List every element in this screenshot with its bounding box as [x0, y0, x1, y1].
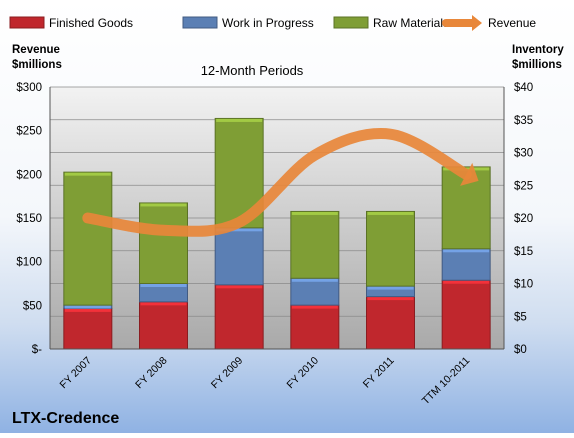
left-tick-label: $100	[16, 257, 42, 269]
bar-finished-goods	[441, 279, 491, 350]
bar-highlight	[64, 305, 111, 309]
left-tick-label: $50	[23, 300, 42, 312]
legend-label: Work in Progress	[222, 16, 314, 30]
bar-highlight	[216, 285, 263, 289]
legend-label: Raw Materials	[373, 16, 449, 30]
bar-highlight	[291, 278, 338, 282]
right-axis-label-line2: $millions	[512, 59, 562, 71]
bar-highlight	[291, 211, 338, 215]
bar-raw-materials	[290, 210, 340, 279]
bar-layer	[63, 117, 491, 350]
left-axis-label-line1: Revenue	[12, 44, 60, 56]
left-tick-label: $200	[16, 169, 42, 181]
right-tick-label: $15	[514, 246, 533, 258]
legend-item: Finished Goods	[9, 16, 133, 30]
bar-highlight	[367, 297, 414, 301]
legend-item: Raw Materials	[333, 16, 449, 30]
bar-highlight	[291, 305, 338, 309]
chart-title: 12-Month Periods	[201, 63, 304, 78]
revenue-line	[82, 128, 472, 237]
right-tick-label: $10	[514, 279, 533, 291]
right-tick-label: $40	[514, 82, 533, 94]
bar-finished-goods	[214, 284, 264, 350]
right-tick-label: $35	[514, 115, 533, 127]
bar-highlight	[216, 118, 263, 122]
legend: Finished Goods Work in Progress Raw Materi…	[9, 15, 536, 31]
bar-highlight	[140, 284, 187, 287]
line-layer	[82, 128, 479, 237]
revenue-arrowhead	[460, 162, 479, 186]
legend-label: Finished Goods	[49, 16, 133, 30]
bar-highlight	[443, 280, 490, 284]
bar-raw-materials	[63, 171, 113, 306]
bar-highlight	[64, 172, 111, 176]
bar-raw-materials	[139, 202, 188, 284]
bar-highlight	[64, 308, 111, 312]
legend-swatch-arrow	[472, 15, 482, 31]
bar-work-in-progress	[441, 248, 491, 281]
left-tick-label: $150	[16, 213, 42, 225]
right-tick-label: $0	[514, 344, 527, 356]
bar-highlight	[140, 302, 187, 306]
legend-item: Work in Progress	[182, 16, 314, 30]
bar-highlight	[367, 286, 414, 290]
bar-raw-materials	[366, 210, 415, 287]
bar-highlight	[367, 211, 414, 215]
bar-finished-goods	[63, 307, 113, 350]
bar-highlight	[443, 249, 490, 253]
bar-finished-goods	[366, 296, 415, 350]
legend-swatch	[182, 16, 218, 29]
bar-highlight	[140, 203, 187, 207]
bar-work-in-progress	[214, 227, 264, 286]
legend-swatch	[333, 16, 369, 29]
left-tick-label: $-	[32, 344, 42, 356]
left-tick-label: $300	[16, 82, 42, 94]
right-axis-label-line1: Inventory	[512, 44, 564, 56]
bar-finished-goods	[290, 304, 340, 350]
right-tick-label: $20	[514, 213, 533, 225]
legend-swatch	[9, 16, 45, 29]
left-axis-label-line2: $millions	[12, 59, 62, 71]
right-tick-label: $25	[514, 180, 533, 192]
right-tick-label: $30	[514, 148, 533, 160]
left-tick-label: $250	[16, 126, 42, 138]
bar-highlight	[216, 228, 263, 232]
company-name: LTX-Credence	[12, 410, 119, 427]
bar-finished-goods	[139, 301, 188, 350]
right-tick-label: $5	[514, 311, 527, 323]
legend-label: Revenue	[488, 16, 536, 30]
legend-item: Revenue	[442, 15, 536, 31]
bar-work-in-progress	[290, 277, 340, 306]
